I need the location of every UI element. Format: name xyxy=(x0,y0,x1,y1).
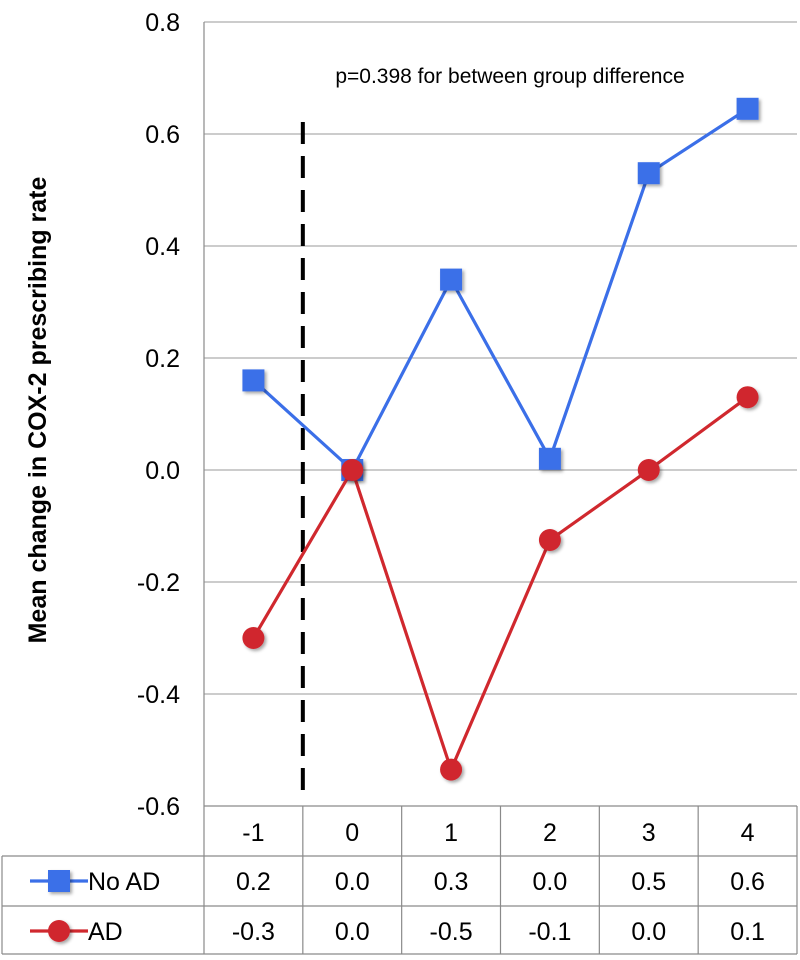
data-table: -1 0 1 2 3 4 No AD 0.2 0.0 0.3 0.0 0.5 0.6 AD -0.3 0.0 -… xyxy=(1,805,798,955)
data-point xyxy=(440,268,463,291)
series-line-1 xyxy=(252,395,749,772)
y-tick-label: 0.6 xyxy=(145,121,180,149)
x-tick-label: 2 xyxy=(543,819,557,847)
x-tick-label: -1 xyxy=(242,819,264,847)
series-line-0 xyxy=(252,107,749,472)
y-tick-label: 0.2 xyxy=(145,345,180,373)
table-cell: -0.5 xyxy=(430,918,473,946)
table-cell: 0.0 xyxy=(335,918,370,946)
y-tick-label: 0.4 xyxy=(145,233,180,261)
y-tick-label: -0.2 xyxy=(137,569,180,597)
y-tick-label: 0.8 xyxy=(145,9,180,37)
table-cell: 0.0 xyxy=(631,918,666,946)
data-point xyxy=(637,459,660,481)
table-cell: 0.3 xyxy=(434,868,469,896)
table-cell: 0.1 xyxy=(730,918,765,946)
data-point xyxy=(736,386,759,409)
data-point xyxy=(242,627,265,649)
legend-label: AD xyxy=(88,918,123,946)
y-tick-label: -0.4 xyxy=(137,681,180,709)
table-cell: 0.2 xyxy=(236,868,271,896)
series-layer xyxy=(242,97,759,781)
y-tick-label: -0.6 xyxy=(137,793,180,821)
legend-label: No AD xyxy=(88,868,160,896)
x-tick-label: 0 xyxy=(345,819,359,847)
data-point xyxy=(440,758,463,781)
data-point xyxy=(637,162,660,185)
y-axis-label: Mean change in COX-2 prescribing rate xyxy=(24,177,52,644)
x-tick-label: 3 xyxy=(642,819,656,847)
table-cell: 0.0 xyxy=(533,868,568,896)
table-cell: -0.3 xyxy=(232,918,275,946)
y-tick-label: 0.0 xyxy=(145,457,180,485)
table-cell: 0.6 xyxy=(730,868,765,896)
data-point xyxy=(736,97,759,120)
x-tick-label: 1 xyxy=(444,819,458,847)
data-point xyxy=(242,369,265,392)
annotation-p-value: p=0.398 for between group difference xyxy=(335,65,684,88)
table-cell: 0.5 xyxy=(631,868,666,896)
table-cell: -0.1 xyxy=(528,918,571,946)
y-axis: -0.6 -0.4 -0.2 0.0 0.2 0.4 0.6 0.8 xyxy=(137,9,205,821)
table-cell: 0.0 xyxy=(335,868,370,896)
x-tick-label: 4 xyxy=(741,819,755,847)
legend-key-marker xyxy=(48,870,70,892)
gridlines xyxy=(204,21,797,695)
legend-key-marker xyxy=(48,920,70,942)
data-point xyxy=(538,447,561,470)
data-point xyxy=(341,459,364,481)
data-point xyxy=(538,529,561,551)
